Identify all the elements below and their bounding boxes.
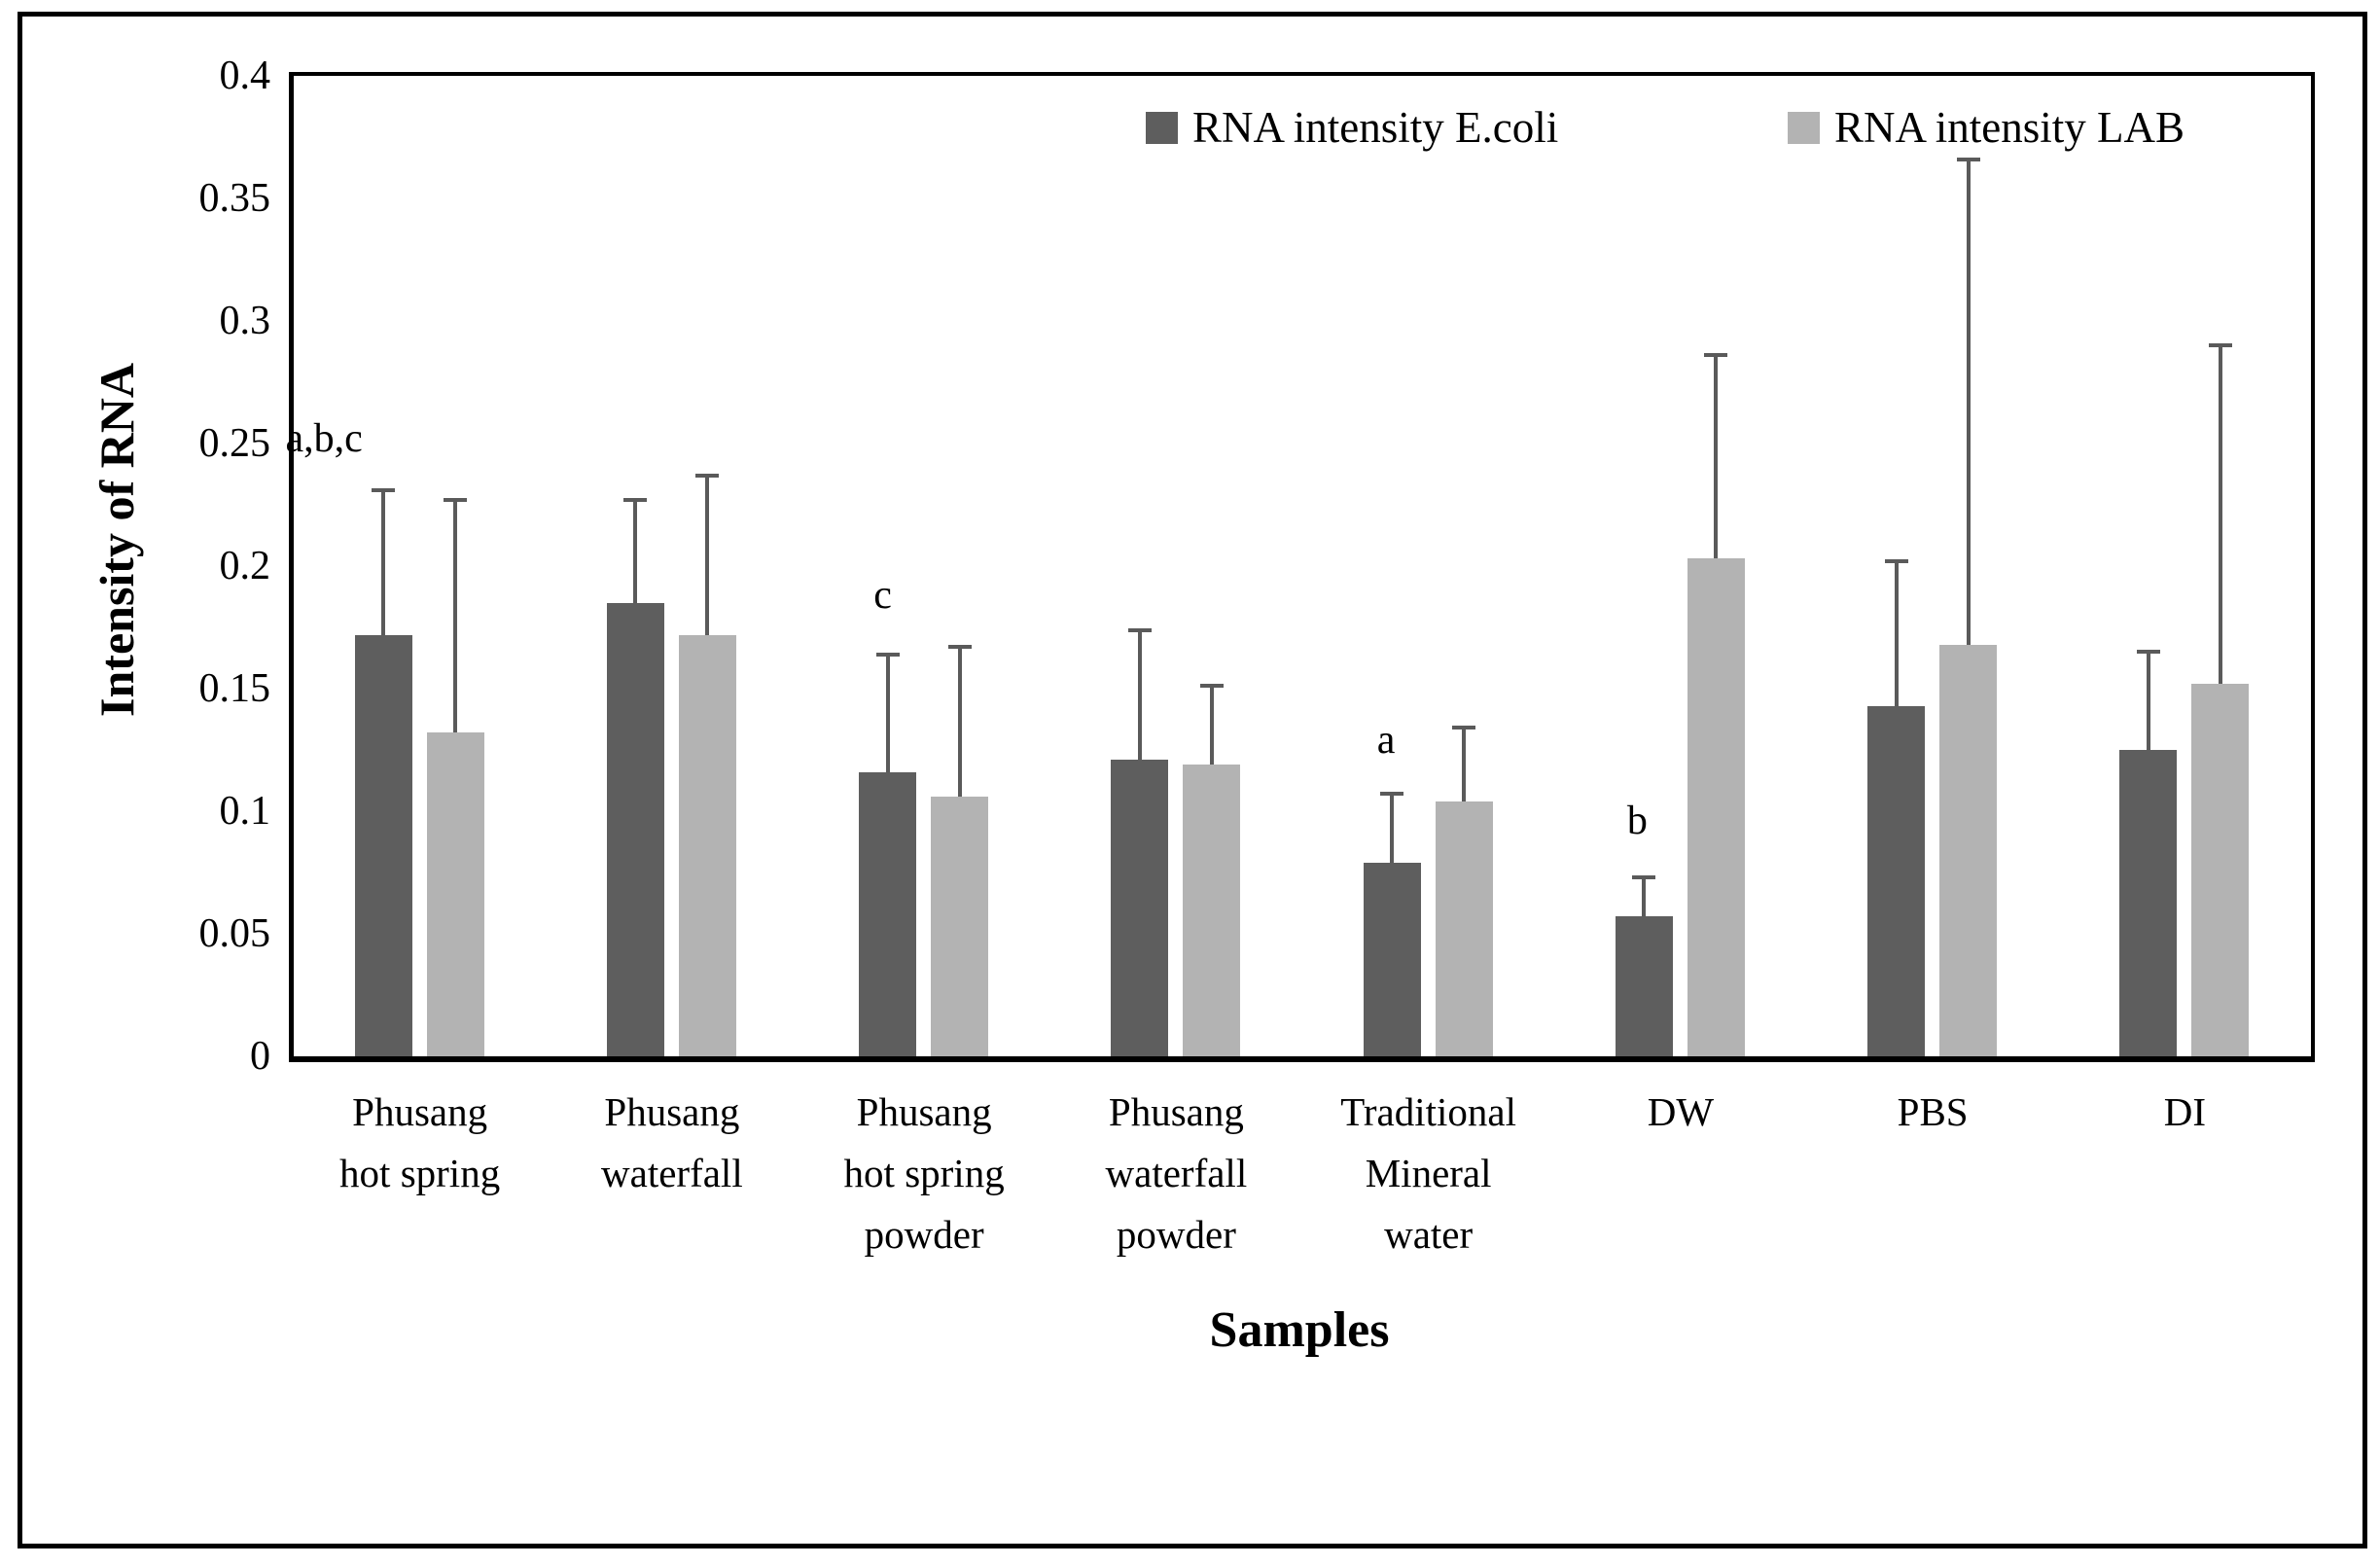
x-category-label-line: DI	[2163, 1089, 2207, 1134]
error-bar-stem	[1894, 560, 1899, 706]
error-bar-stem	[1209, 686, 1214, 765]
x-axis-title: Samples	[1209, 1302, 1390, 1358]
x-category-label: DW	[1648, 1082, 1714, 1143]
plot-frame-right	[2311, 72, 2315, 1062]
x-category-label-line: Traditional	[1340, 1089, 1516, 1134]
x-category-label: DI	[2164, 1082, 2206, 1143]
significance-annotation: b	[1626, 799, 1648, 844]
y-tick-label: 0.3	[219, 299, 271, 343]
error-bar-cap	[444, 497, 468, 502]
error-bar-stem	[1137, 629, 1142, 760]
error-bar-stem	[453, 499, 458, 732]
bar-lab	[678, 635, 736, 1056]
error-bar-stem	[705, 475, 710, 635]
error-bar-cap	[623, 497, 648, 502]
significance-annotation: a	[1376, 717, 1396, 763]
bar-lab	[1939, 645, 1998, 1056]
legend-item-ecoli: RNA intensity E.coli	[1146, 102, 1558, 153]
x-category-label-line: Phusang	[1108, 1089, 1244, 1134]
bar-lab	[1435, 801, 1493, 1056]
x-category-label: Phusang waterfall	[601, 1082, 743, 1204]
bar-ecoli	[1615, 916, 1673, 1056]
x-category-label: Phusang hot spring powder	[844, 1082, 1005, 1265]
x-category-label-line: Phusang	[856, 1089, 992, 1134]
error-bar-cap	[2136, 650, 2160, 655]
error-bar-cap	[1452, 726, 1476, 730]
bar-ecoli	[606, 603, 664, 1056]
error-bar-cap	[947, 645, 972, 650]
error-bar-cap	[875, 652, 900, 657]
x-axis-line	[289, 1056, 2315, 1062]
error-bar-cap	[1956, 157, 1980, 161]
y-tick-label: 0.1	[219, 789, 271, 834]
significance-annotation: c	[873, 573, 892, 619]
bar-ecoli	[1867, 706, 1926, 1056]
bar-lab	[1687, 558, 1745, 1056]
legend-swatch-lab-icon	[1788, 111, 1820, 144]
error-bar-stem	[1642, 877, 1647, 916]
bar-ecoli	[1363, 863, 1421, 1056]
x-category-label-line: PBS	[1897, 1089, 1969, 1134]
x-category-label: Phusang hot spring	[339, 1082, 500, 1204]
error-bar-cap	[1199, 684, 1224, 689]
x-category-label-line: DW	[1647, 1089, 1715, 1134]
y-tick-label: 0.4	[219, 53, 271, 98]
bar-ecoli	[859, 772, 917, 1056]
legend-item-lab: RNA intensity LAB	[1788, 102, 2185, 153]
error-bar-cap	[1380, 792, 1404, 797]
x-category-label-line: Phusang	[352, 1089, 488, 1134]
error-bar-cap	[1632, 875, 1656, 880]
y-axis-line	[289, 72, 294, 1062]
legend-label-lab: RNA intensity LAB	[1834, 103, 2185, 152]
y-tick-label: 0.35	[198, 176, 271, 221]
plot-frame-top	[289, 72, 2315, 76]
error-bar-stem	[633, 499, 638, 603]
x-category-label-line: Mineral	[1365, 1151, 1492, 1195]
x-category-label-line: waterfall	[601, 1151, 743, 1195]
bar-ecoli	[354, 635, 412, 1056]
x-category-label-line: waterfall	[1105, 1151, 1248, 1195]
x-category-label: Phusang waterfall powder	[1106, 1082, 1248, 1265]
error-bar-stem	[1714, 355, 1719, 558]
error-bar-cap	[1704, 353, 1728, 358]
x-category-label: Traditional Mineral water	[1340, 1082, 1516, 1265]
error-bar-cap	[1884, 558, 1908, 563]
error-bar-stem	[2218, 345, 2222, 684]
x-category-label: PBS	[1898, 1082, 1969, 1143]
x-category-label-line: Phusang	[604, 1089, 740, 1134]
bar-ecoli	[2119, 750, 2178, 1056]
error-bar-stem	[885, 654, 890, 772]
error-bar-cap	[2208, 343, 2232, 348]
error-bar-stem	[1462, 728, 1467, 801]
x-category-label-line: water	[1384, 1212, 1474, 1257]
error-bar-stem	[381, 489, 386, 635]
y-tick-label: 0.05	[198, 911, 271, 956]
error-bar-cap	[695, 473, 720, 478]
bar-lab	[2191, 684, 2250, 1056]
bar-lab	[931, 797, 989, 1056]
error-bar-stem	[2146, 652, 2150, 750]
bar-lab	[1183, 765, 1241, 1056]
legend-label-ecoli: RNA intensity E.coli	[1192, 103, 1559, 152]
error-bar-cap	[372, 487, 396, 492]
x-category-label-line: hot spring	[339, 1151, 501, 1195]
error-bar-stem	[1966, 159, 1971, 645]
y-tick-label: 0.15	[198, 666, 271, 711]
x-category-label-line: powder	[1116, 1212, 1236, 1257]
error-bar-cap	[1127, 627, 1152, 632]
significance-annotation: a,b,c	[285, 415, 363, 461]
y-tick-label: 0.25	[198, 421, 271, 466]
error-bar-stem	[1390, 794, 1395, 863]
bar-lab	[426, 732, 484, 1056]
bar-ecoli	[1111, 760, 1169, 1056]
y-tick-label: 0	[250, 1034, 270, 1079]
y-tick-label: 0.2	[219, 544, 271, 588]
legend-swatch-ecoli-icon	[1146, 111, 1178, 144]
error-bar-stem	[957, 647, 962, 797]
x-category-label-line: powder	[864, 1212, 984, 1257]
x-category-label-line: hot spring	[843, 1151, 1005, 1195]
